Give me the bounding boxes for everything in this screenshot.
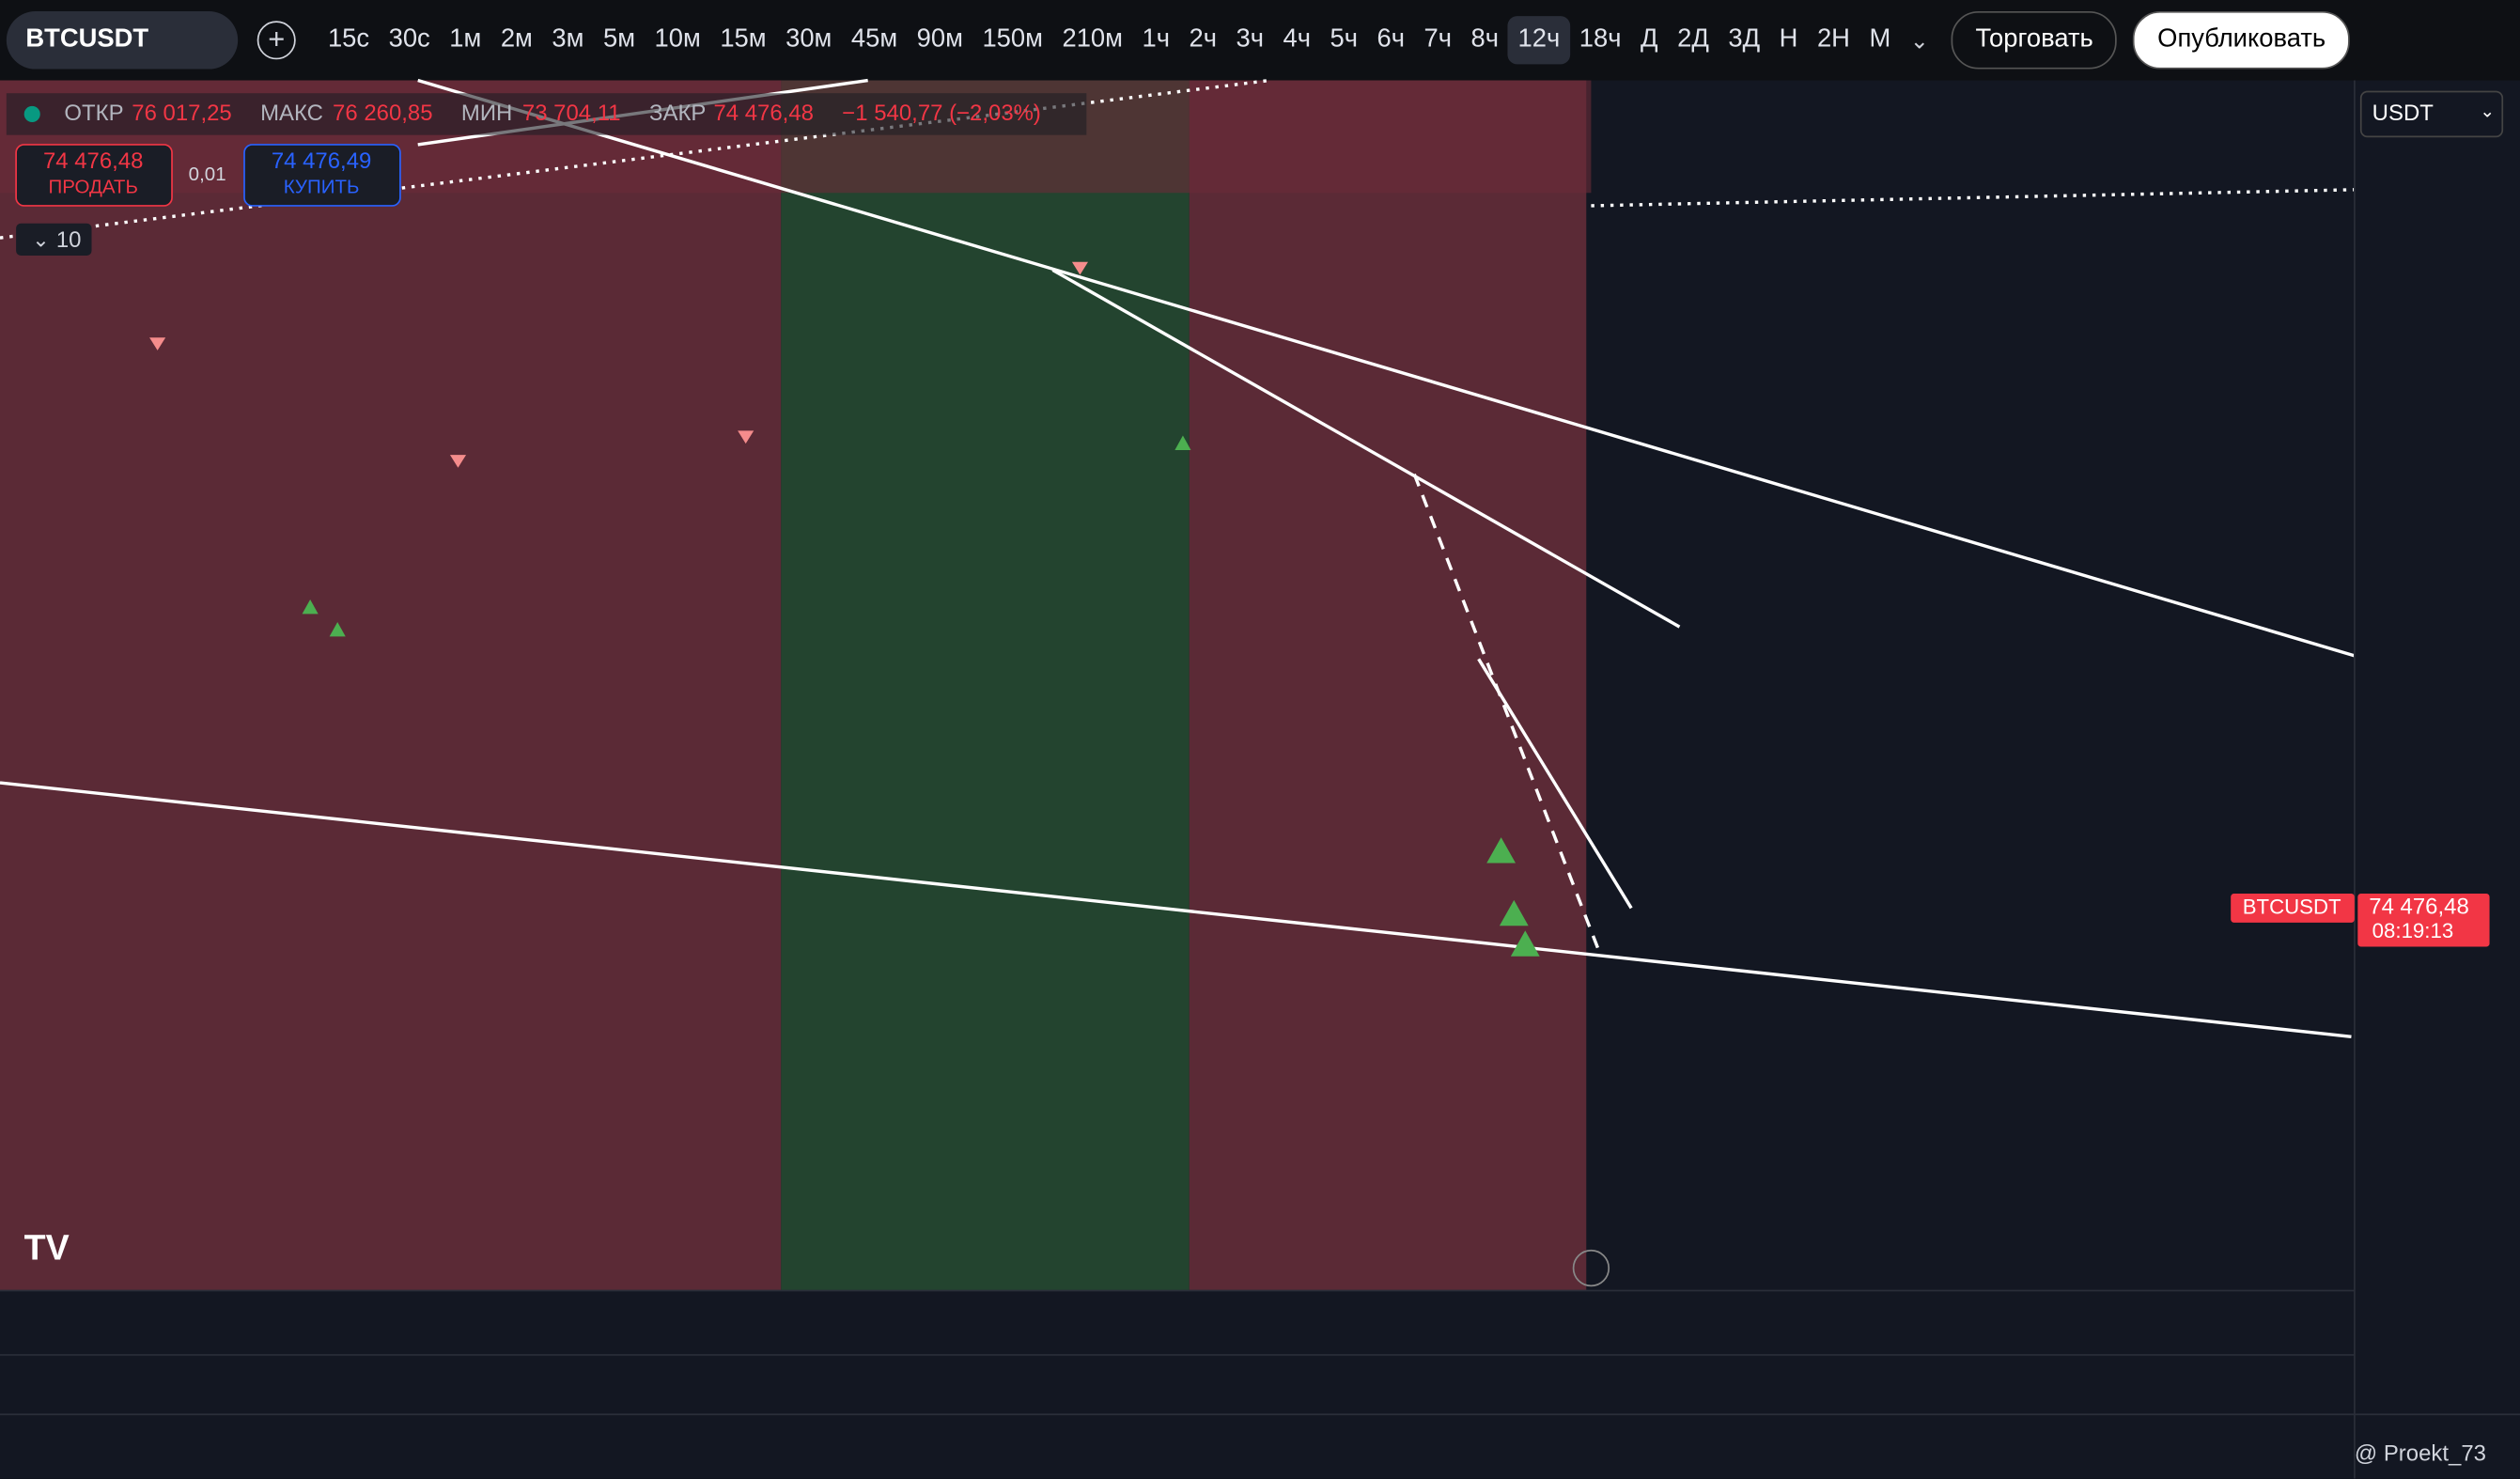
- interval[interactable]: 4ч: [1283, 25, 1311, 54]
- legend-label: ОТКР: [64, 101, 123, 126]
- interval[interactable]: 90м: [916, 25, 963, 54]
- intervals: 15с 30с 1м 2м 3м 5м 10м 15м 30м 45м 90м 150м 210м 1ч 2…: [319, 16, 1901, 65]
- sell-button[interactable]: [15, 144, 173, 207]
- buy-label: КУПИТЬ: [284, 177, 360, 198]
- interval[interactable]: 30м: [786, 25, 832, 54]
- price-tag: [2357, 894, 2490, 947]
- interval[interactable]: 15м: [720, 25, 767, 54]
- buy-signal: [302, 599, 319, 615]
- lightning-button[interactable]: [1572, 1249, 1610, 1287]
- legend-change: −1 540,77 (−2,03%): [842, 101, 1041, 126]
- currency-select[interactable]: [2359, 90, 2504, 138]
- sell-signal: [738, 430, 754, 444]
- interval[interactable]: 210м: [1062, 25, 1123, 54]
- more[interactable]: ⌄: [1909, 26, 1929, 53]
- legend-label: МАКС: [260, 101, 323, 126]
- interval[interactable]: 30с: [388, 25, 430, 54]
- interval[interactable]: 18ч: [1579, 25, 1622, 54]
- sell-signal: [149, 337, 166, 350]
- toolbar: BTCUSDT + 15с 30с 1м 2м 3м 5м 10м 15м 30м 45м 90м 1…: [0, 0, 2520, 81]
- buy-signal: [329, 621, 346, 637]
- qty-box[interactable]: [16, 223, 92, 256]
- interval[interactable]: 7ч: [1423, 25, 1453, 54]
- trendline: [417, 78, 2356, 658]
- interval[interactable]: 1ч: [1142, 25, 1170, 54]
- interval[interactable]: 1м: [449, 25, 482, 54]
- trendline: [1412, 473, 1601, 953]
- buy-button[interactable]: [243, 144, 401, 207]
- price-tag-price: 74 476,48: [2369, 895, 2468, 920]
- buy-signal: [1510, 930, 1540, 957]
- interval[interactable]: 10м: [654, 25, 701, 54]
- price-tag-timer: 08:19:13: [2372, 919, 2454, 942]
- trendline: [0, 78, 1270, 240]
- symbol-button[interactable]: BTCUSDT: [6, 10, 239, 70]
- red-zone: [0, 80, 782, 1291]
- trendline: [1051, 268, 1681, 629]
- interval[interactable]: 5м: [602, 25, 636, 54]
- buy-signal: [1174, 435, 1191, 450]
- interval[interactable]: 3м: [552, 25, 584, 54]
- trendline: [1477, 658, 1633, 910]
- red-zone: [1189, 80, 1587, 1291]
- interval[interactable]: 2ч: [1189, 25, 1217, 54]
- logo: TV: [24, 1228, 70, 1268]
- interval[interactable]: 2Д: [1677, 25, 1709, 54]
- interval[interactable]: 5ч: [1330, 25, 1358, 54]
- sell-price: 74 476,48: [43, 148, 143, 174]
- signals: [302, 435, 1540, 957]
- interval[interactable]: 15с: [327, 25, 370, 54]
- interval[interactable]: 8ч: [1470, 25, 1500, 54]
- buy-signal: [1499, 899, 1529, 926]
- currency: USDT: [2372, 101, 2434, 126]
- legend-value: 76 017,25: [132, 101, 232, 126]
- buy-signal: [1486, 837, 1517, 864]
- symbol-tag: [2231, 894, 2355, 923]
- interval[interactable]: 45м: [850, 25, 898, 54]
- interval[interactable]: 150м: [982, 25, 1043, 54]
- trendline: [1591, 188, 2355, 208]
- publish-button[interactable]: Опубликовать: [2133, 10, 2350, 70]
- interval[interactable]: 3Д: [1728, 25, 1761, 54]
- green-zone: [781, 80, 1190, 1291]
- interval[interactable]: 6ч: [1377, 25, 1406, 54]
- status-dot: [23, 105, 40, 122]
- legend-value: 73 704,11: [522, 101, 621, 126]
- symbol-tag-text: BTCUSDT: [2243, 895, 2341, 918]
- spread: 0,01: [189, 163, 226, 185]
- trade-button[interactable]: Торговать: [1951, 10, 2118, 70]
- buy-price: 74 476,49: [272, 148, 372, 174]
- interval[interactable]: 3ч: [1236, 25, 1264, 54]
- sell-signal: [449, 455, 467, 468]
- legend-label: ЗАКР: [649, 101, 706, 126]
- sell-label: ПРОДАТЬ: [48, 177, 137, 198]
- legend-bg: [6, 93, 1087, 135]
- sell-signal: [1071, 261, 1089, 275]
- qty-chevron: ⌄: [32, 227, 50, 251]
- interval[interactable]: 2Н: [1816, 25, 1850, 54]
- interval[interactable]: Д: [1641, 25, 1658, 54]
- qty: 10: [56, 227, 82, 253]
- trendline: [0, 781, 2352, 1038]
- legend-value: 76 260,85: [333, 101, 433, 126]
- legend-value: 74 476,48: [713, 101, 813, 126]
- interval[interactable]: 12ч: [1508, 16, 1570, 65]
- currency-chevron: ⌄: [2480, 101, 2495, 121]
- signals: [149, 261, 1089, 468]
- footer-area: [0, 1290, 2355, 1479]
- watermark: @ Proekt_73: [2355, 1440, 2486, 1466]
- add-symbol[interactable]: +: [257, 21, 296, 60]
- interval[interactable]: Н: [1779, 25, 1798, 54]
- interval[interactable]: 2м: [500, 25, 533, 54]
- legend-label: МИН: [461, 101, 512, 126]
- interval[interactable]: М: [1869, 25, 1891, 54]
